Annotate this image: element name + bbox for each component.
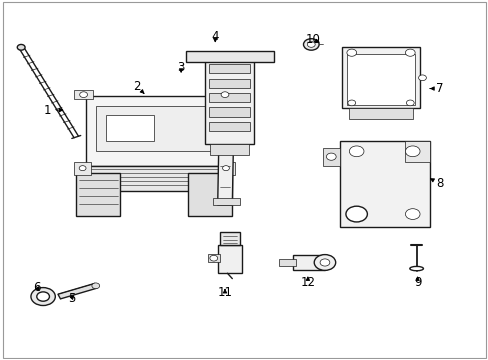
Circle shape: [303, 39, 319, 50]
Circle shape: [405, 49, 414, 56]
Bar: [96, 107, 212, 151]
Text: 3: 3: [177, 60, 184, 73]
Circle shape: [221, 92, 228, 98]
Ellipse shape: [409, 266, 423, 271]
Circle shape: [209, 255, 217, 261]
Circle shape: [79, 166, 86, 171]
Bar: [339, 140, 429, 226]
Polygon shape: [185, 51, 273, 62]
Bar: [105, 116, 154, 140]
Text: 10: 10: [305, 33, 320, 46]
Text: 2: 2: [133, 80, 143, 93]
Circle shape: [37, 292, 49, 301]
Polygon shape: [76, 173, 120, 216]
Circle shape: [348, 146, 363, 157]
Polygon shape: [217, 244, 242, 273]
Polygon shape: [207, 253, 220, 262]
Circle shape: [307, 41, 315, 47]
Circle shape: [320, 259, 329, 266]
Polygon shape: [212, 198, 239, 205]
Circle shape: [347, 100, 355, 106]
Polygon shape: [293, 255, 325, 270]
Circle shape: [346, 49, 356, 56]
Polygon shape: [278, 259, 295, 266]
Text: 5: 5: [67, 292, 75, 305]
Circle shape: [405, 209, 419, 220]
Circle shape: [314, 255, 335, 270]
Polygon shape: [217, 162, 234, 175]
Text: 4: 4: [211, 30, 219, 43]
Polygon shape: [220, 232, 239, 244]
Bar: [209, 93, 250, 102]
Text: 6: 6: [34, 281, 41, 294]
Polygon shape: [74, 162, 91, 175]
Polygon shape: [74, 90, 93, 99]
Circle shape: [405, 146, 419, 157]
Polygon shape: [210, 144, 249, 155]
Bar: [346, 54, 414, 105]
Circle shape: [326, 153, 335, 160]
Polygon shape: [205, 58, 254, 144]
Polygon shape: [322, 148, 339, 166]
Text: 12: 12: [300, 276, 315, 289]
Text: 9: 9: [413, 276, 421, 289]
Circle shape: [222, 166, 229, 171]
Text: 7: 7: [429, 82, 443, 95]
Polygon shape: [215, 90, 234, 99]
Polygon shape: [212, 72, 239, 80]
Polygon shape: [86, 166, 222, 191]
Circle shape: [17, 44, 25, 50]
Text: 11: 11: [217, 287, 232, 300]
Polygon shape: [217, 72, 234, 205]
Circle shape: [345, 206, 366, 222]
Bar: [341, 47, 419, 108]
Polygon shape: [188, 173, 232, 216]
Bar: [209, 122, 250, 131]
Polygon shape: [58, 283, 97, 299]
Circle shape: [406, 100, 413, 106]
Circle shape: [31, 288, 55, 306]
Text: 8: 8: [429, 177, 442, 190]
Bar: [209, 64, 250, 73]
Polygon shape: [86, 96, 222, 166]
Circle shape: [418, 75, 426, 81]
Bar: [209, 78, 250, 88]
Text: 1: 1: [43, 104, 62, 117]
Polygon shape: [348, 108, 412, 119]
Circle shape: [80, 92, 87, 98]
Bar: [209, 107, 250, 117]
Polygon shape: [405, 140, 429, 162]
Circle shape: [92, 283, 100, 289]
